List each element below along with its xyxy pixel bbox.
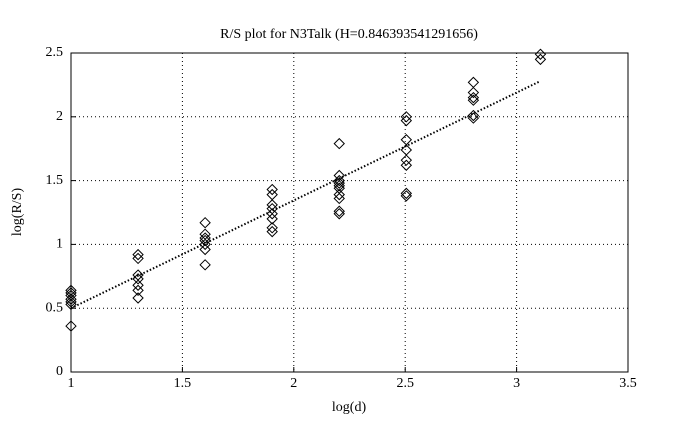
data-point [132, 248, 144, 261]
data-point [199, 259, 211, 271]
y-tick-label: 1.5 [46, 173, 64, 188]
data-point [400, 114, 413, 127]
x-tick-label: 1 [68, 376, 75, 391]
x-tick-label: 2.5 [396, 376, 414, 391]
data-point [65, 320, 77, 332]
data-point [400, 154, 413, 166]
data-point [467, 86, 480, 99]
data-point [333, 188, 345, 201]
data-point [333, 192, 345, 205]
data-point [333, 179, 345, 192]
y-tick-label: 0.5 [46, 300, 64, 315]
data-point [266, 222, 278, 234]
data-point [199, 238, 211, 251]
data-point [65, 284, 77, 297]
chart-title: R/S plot for N3Talk (H=0.846393541291656… [220, 27, 478, 42]
data-point [333, 177, 345, 189]
data-point [132, 252, 144, 265]
x-tick-label: 1.5 [174, 376, 192, 391]
data-point [132, 292, 144, 304]
data-point [266, 208, 278, 220]
data-point [132, 284, 144, 297]
data-point [400, 187, 413, 200]
data-point [266, 213, 278, 225]
data-point [199, 243, 211, 256]
data-point [400, 190, 413, 202]
plot-frame [70, 52, 629, 373]
data-point [132, 279, 144, 291]
data-point [199, 232, 211, 244]
data-point [467, 94, 480, 106]
y-axis-label: log(R/S) [10, 188, 25, 237]
x-tick-label: 2 [290, 376, 297, 391]
data-point [467, 112, 480, 124]
fit-line [70, 80, 541, 310]
data-point [65, 289, 77, 302]
data-point [400, 111, 413, 123]
data-point [266, 183, 278, 196]
x-axis-label: log(d) [332, 400, 367, 415]
data-point [199, 217, 211, 229]
data-point [65, 293, 77, 305]
data-point [467, 91, 480, 104]
y-tick-label: 1 [56, 237, 63, 252]
data-point [400, 159, 413, 171]
data-point [534, 53, 547, 66]
y-tick-label: 2 [56, 109, 63, 124]
data-point [333, 205, 345, 217]
data-point [534, 48, 547, 60]
y-tick-label: 0 [56, 364, 63, 379]
data-point [65, 296, 77, 308]
data-point [467, 109, 480, 122]
data-point [199, 234, 211, 247]
data-point [333, 208, 345, 220]
data-point [333, 137, 345, 150]
x-tick-label: 3 [513, 376, 520, 391]
data-point [266, 199, 278, 211]
x-tick-label: 3.5 [619, 376, 637, 391]
y-tick-label: 2.5 [46, 45, 64, 60]
data-point [266, 225, 278, 238]
data-point [65, 287, 77, 299]
data-point [65, 298, 77, 311]
